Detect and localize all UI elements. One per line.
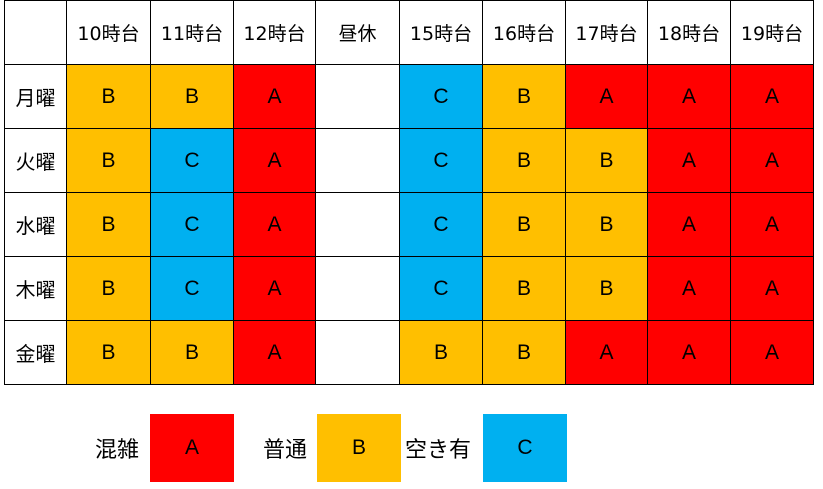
day-label: 金曜 xyxy=(4,320,67,385)
column-header: 19時台 xyxy=(730,0,814,65)
congestion-cell: A xyxy=(233,256,316,321)
congestion-cell: A xyxy=(233,320,316,385)
congestion-cell: B xyxy=(565,256,648,321)
day-label: 月曜 xyxy=(4,64,67,129)
day-label: 火曜 xyxy=(4,128,67,193)
congestion-cell: B xyxy=(482,320,566,385)
congestion-cell: B xyxy=(66,192,151,257)
congestion-cell: A xyxy=(730,192,814,257)
congestion-cell: C xyxy=(399,192,483,257)
congestion-cell: B xyxy=(565,192,648,257)
congestion-cell: A xyxy=(730,64,814,129)
day-label: 水曜 xyxy=(4,192,67,257)
table-row: 金曜 B B A B B A A A xyxy=(4,320,814,385)
table-row: 火曜 B C A C B B A A xyxy=(4,128,814,193)
congestion-cell: A xyxy=(730,256,814,321)
congestion-cell: B xyxy=(150,320,234,385)
congestion-cell: B xyxy=(150,64,234,129)
day-label: 木曜 xyxy=(4,256,67,321)
congestion-cell: A xyxy=(730,128,814,193)
congestion-cell: A xyxy=(233,128,316,193)
congestion-cell: B xyxy=(482,256,566,321)
congestion-cell: C xyxy=(150,128,234,193)
column-header: 11時台 xyxy=(150,0,234,65)
congestion-cell: A xyxy=(647,128,731,193)
congestion-cell: B xyxy=(565,128,648,193)
congestion-cell: A xyxy=(565,320,648,385)
congestion-cell xyxy=(315,128,400,193)
congestion-cell: A xyxy=(647,64,731,129)
congestion-cell: B xyxy=(66,256,151,321)
legend-label: 混雑 xyxy=(95,438,140,463)
legend-item-normal: 普通 B xyxy=(263,414,401,482)
congestion-table: 10時台 11時台 12時台 昼休 15時台 16時台 17時台 18時台 19… xyxy=(4,0,814,385)
legend-item-available: 空き有 C xyxy=(405,414,567,482)
congestion-cell: A xyxy=(647,192,731,257)
congestion-cell: A xyxy=(233,192,316,257)
corner-cell xyxy=(4,0,67,65)
column-header: 昼休 xyxy=(315,0,400,65)
congestion-cell: B xyxy=(66,320,151,385)
congestion-cell: B xyxy=(482,192,566,257)
legend-label: 普通 xyxy=(263,438,308,463)
table-row: 木曜 B C A C B B A A xyxy=(4,256,814,321)
congestion-cell: B xyxy=(482,64,566,129)
congestion-cell: C xyxy=(150,192,234,257)
legend-item-crowded: 混雑 A xyxy=(95,414,234,482)
congestion-cell: A xyxy=(647,256,731,321)
column-header: 18時台 xyxy=(647,0,731,65)
congestion-cell xyxy=(315,256,400,321)
congestion-cell xyxy=(315,192,400,257)
congestion-cell: C xyxy=(150,256,234,321)
column-header: 10時台 xyxy=(66,0,151,65)
congestion-cell: A xyxy=(730,320,814,385)
legend-swatch: B xyxy=(317,414,401,482)
congestion-cell: A xyxy=(565,64,648,129)
congestion-cell: C xyxy=(399,64,483,129)
congestion-cell: A xyxy=(647,320,731,385)
header-row: 10時台 11時台 12時台 昼休 15時台 16時台 17時台 18時台 19… xyxy=(4,0,814,65)
table-row: 月曜 B B A C B A A A xyxy=(4,64,814,129)
congestion-cell: B xyxy=(399,320,483,385)
legend-swatch: A xyxy=(150,414,234,482)
congestion-cell xyxy=(315,64,400,129)
column-header: 15時台 xyxy=(399,0,483,65)
congestion-cell: B xyxy=(66,64,151,129)
congestion-cell xyxy=(315,320,400,385)
congestion-cell: C xyxy=(399,128,483,193)
column-header: 12時台 xyxy=(233,0,316,65)
legend-label: 空き有 xyxy=(405,438,472,463)
table-row: 水曜 B C A C B B A A xyxy=(4,192,814,257)
congestion-cell: A xyxy=(233,64,316,129)
column-header: 16時台 xyxy=(482,0,566,65)
congestion-cell: B xyxy=(66,128,151,193)
column-header: 17時台 xyxy=(565,0,648,65)
congestion-cell: B xyxy=(482,128,566,193)
legend-swatch: C xyxy=(483,414,567,482)
congestion-cell: C xyxy=(399,256,483,321)
